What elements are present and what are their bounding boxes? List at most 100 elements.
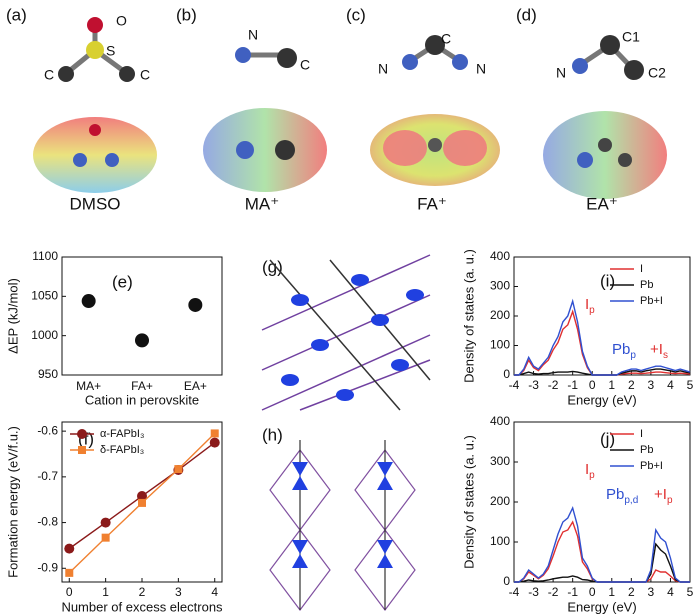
x-tick-label: 3 <box>175 585 182 599</box>
legend-marker <box>77 429 87 439</box>
atom-label: N <box>476 61 486 77</box>
legend-label: Pb+I <box>640 460 663 472</box>
y-tick-label: 100 <box>490 534 510 548</box>
atom-label: C1 <box>622 29 640 45</box>
x-tick-label: -4 <box>509 585 520 599</box>
y-tick-label: 300 <box>490 454 510 468</box>
annotation-subscript: s <box>663 350 668 361</box>
y-axis-title: Density of states (a. u.) <box>461 249 476 383</box>
x-tick-label: -1 <box>567 378 578 392</box>
x-tick-label: 4 <box>211 585 218 599</box>
panel-label: (d) <box>516 5 537 24</box>
plot-frame <box>61 256 223 376</box>
y-tick-label: -0.6 <box>37 423 58 437</box>
y-tick-label: 0 <box>503 574 510 588</box>
annotation-text: I <box>585 296 589 313</box>
crystal-structure-h <box>269 440 416 611</box>
y-tick-label: -0.8 <box>37 515 58 529</box>
x-tick-label: -4 <box>509 378 520 392</box>
x-tick-label: EA+ <box>184 379 207 393</box>
legend-label: I <box>640 263 643 275</box>
x-tick-label: 3 <box>648 585 655 599</box>
atom-label: O <box>116 13 127 29</box>
atom-label: C <box>441 31 451 47</box>
panel-label: (i) <box>600 271 615 290</box>
marker <box>138 498 146 507</box>
marker <box>209 437 220 448</box>
annotation-subscript: p <box>589 470 595 481</box>
panel-label: (e) <box>112 272 133 291</box>
annotation-subscript: p,d <box>624 495 638 506</box>
y-tick-label: 300 <box>490 279 510 293</box>
x-tick-label: -1 <box>567 585 578 599</box>
x-tick-label: -3 <box>528 585 539 599</box>
annotation: Pbp,d <box>606 486 638 506</box>
y-tick-label: 1000 <box>31 328 58 342</box>
y-tick-label: -0.7 <box>37 469 58 483</box>
x-axis-title: Number of excess electrons <box>61 599 223 614</box>
annotation: +Ip <box>654 486 673 506</box>
x-tick-label: 1 <box>102 585 109 599</box>
x-tick-label: -2 <box>548 378 559 392</box>
legend-label: Pb <box>640 444 653 456</box>
y-tick-label: 400 <box>490 414 510 428</box>
atom-label: C <box>300 57 310 73</box>
y-tick-label: 200 <box>490 494 510 508</box>
legend-label: I <box>640 428 643 440</box>
marker <box>100 517 111 528</box>
y-tick-label: 200 <box>490 308 510 322</box>
annotation-text: Pb <box>612 341 630 358</box>
x-tick-label: 1 <box>608 585 615 599</box>
series-line <box>514 298 691 376</box>
annotation-text: I <box>585 461 589 478</box>
molecule-ea <box>543 35 667 199</box>
y-axis-title: ΔEP (kJ/mol) <box>5 278 20 354</box>
panel-label: (a) <box>6 5 27 24</box>
legend-label: δ-FAPbI₃ <box>100 444 144 456</box>
legend-label: Pb+I <box>640 295 663 307</box>
panel-label: (j) <box>600 429 615 448</box>
atom-label: N <box>378 61 388 77</box>
crystal-structure-g <box>261 254 431 411</box>
x-tick-label: 5 <box>687 378 694 392</box>
annotation-subscript: p <box>667 495 673 506</box>
atom-label: N <box>248 27 258 43</box>
x-axis-title: Energy (eV) <box>567 599 636 614</box>
marker <box>137 491 147 502</box>
atom-label: N <box>556 65 566 81</box>
annotation: Ip <box>585 461 595 481</box>
y-tick-label: 950 <box>38 367 58 381</box>
x-tick-label: 1 <box>608 378 615 392</box>
legend-marker <box>78 446 86 454</box>
molecule-name: MA⁺ <box>245 194 279 213</box>
x-tick-label: 2 <box>628 585 635 599</box>
legend-label: Pb <box>640 279 653 291</box>
point <box>81 294 96 309</box>
y-tick-label: 100 <box>490 338 510 352</box>
annotation-text: +I <box>650 341 663 358</box>
molecule-ma <box>203 47 327 192</box>
x-tick-label: 2 <box>628 378 635 392</box>
y-tick-label: 1050 <box>31 289 58 303</box>
marker <box>174 465 183 474</box>
atom-label: S <box>106 43 115 59</box>
annotation-text: Pb <box>606 486 624 503</box>
x-tick-label: 0 <box>589 378 596 392</box>
point <box>188 297 203 312</box>
annotation: Ip <box>585 296 595 316</box>
atom-label: C2 <box>648 65 666 81</box>
panel-label: (c) <box>346 5 366 24</box>
marker <box>64 543 75 554</box>
molecule-name: FA⁺ <box>417 194 447 213</box>
x-tick-label: FA+ <box>131 379 153 393</box>
marker <box>65 568 74 577</box>
atom-label: C <box>44 67 54 83</box>
legend-label: α-FAPbI₃ <box>100 428 144 440</box>
series-line <box>514 506 690 583</box>
atom-label: C <box>140 67 150 83</box>
y-tick-label: 400 <box>490 249 510 263</box>
annotation-subscript: p <box>589 305 595 316</box>
x-tick-label: 3 <box>648 378 655 392</box>
x-axis-title: Cation in perovskite <box>85 392 199 407</box>
